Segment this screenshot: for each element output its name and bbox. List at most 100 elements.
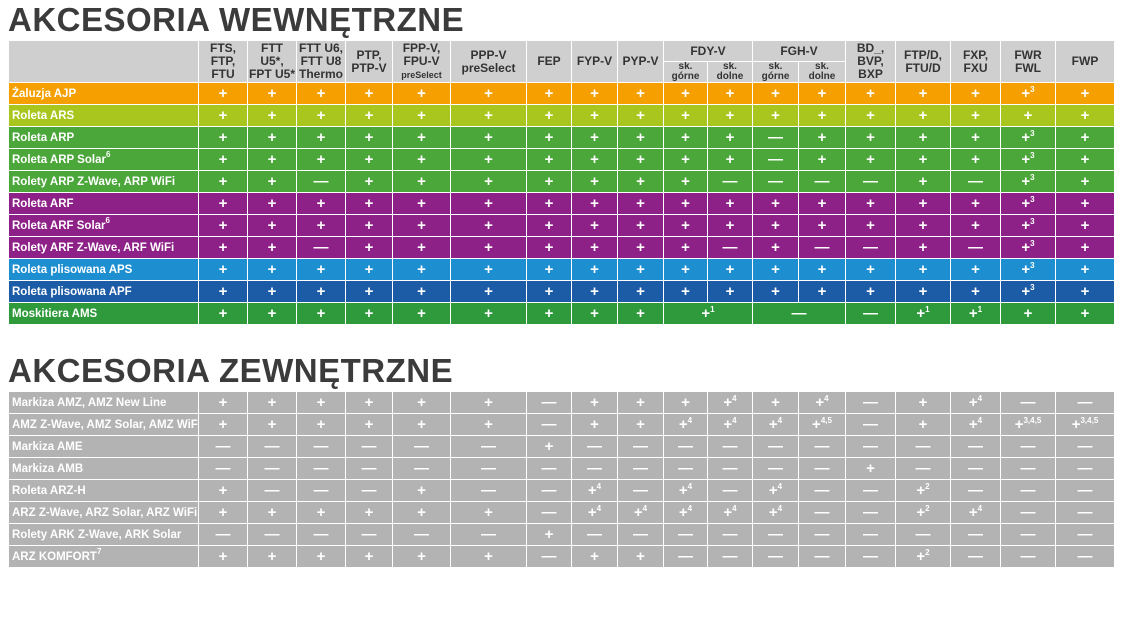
cell: + <box>950 192 1001 215</box>
cell: + <box>895 170 951 193</box>
cell: — <box>617 435 664 458</box>
header-line: FTS, <box>210 41 236 55</box>
cell: — <box>296 457 346 480</box>
superscript: 4 <box>596 482 602 491</box>
cell: + <box>198 391 248 414</box>
cell: + <box>450 302 527 325</box>
cell: — <box>707 170 753 193</box>
cell: + <box>296 501 346 524</box>
cell-text: Rolety ARF Z-Wave, ARF WiFi <box>12 241 175 254</box>
cell: + <box>1055 214 1115 237</box>
cell: + <box>1055 280 1115 303</box>
cell-text: Roleta ARP Solar <box>12 153 106 166</box>
header-line: FTT U8 <box>300 54 342 68</box>
cell-text: + <box>1021 195 1031 212</box>
cell: + <box>1055 302 1115 325</box>
cell: — <box>950 170 1001 193</box>
cell: — <box>798 435 846 458</box>
row-label: Rolety ARK Z-Wave, ARK Solar <box>8 523 199 546</box>
superscript: 3,4,5 <box>1080 416 1099 425</box>
cell: +3 <box>1000 258 1056 281</box>
header-group: FDY-V <box>663 40 753 62</box>
cell: + <box>798 126 846 149</box>
cell: +1 <box>663 302 753 325</box>
row-label: Roleta ARF Solar6 <box>8 214 199 237</box>
cell: +4 <box>752 501 799 524</box>
cell: — <box>798 545 846 568</box>
table-row: Markiza AMZ, AMZ New Line + + + + + + — + + + +4 + +4… <box>8 391 1115 414</box>
cell: +4 <box>950 413 1001 436</box>
cell: — <box>845 435 896 458</box>
cell-text: Roleta ARS <box>12 109 75 122</box>
header-line: górne <box>671 71 700 82</box>
cell-text: + <box>916 548 926 565</box>
cell: — <box>845 391 896 414</box>
cell: +3 <box>1000 214 1056 237</box>
cell: + <box>198 82 248 105</box>
cell: + <box>663 258 708 281</box>
section-title: AKCESORIA WEWNĘTRZNE <box>8 1 465 38</box>
cell: +4 <box>663 501 708 524</box>
table-row: Żaluzja AJP + + + + + + + + + + + + + + + + +3 + <box>8 82 1115 105</box>
cell: — <box>1055 391 1115 414</box>
table: Markiza AMZ, AMZ New Line + + + + + + — + + + +4 + +4… <box>8 391 1115 568</box>
cell: + <box>198 302 248 325</box>
cell: + <box>752 258 799 281</box>
cell: +4 <box>752 479 799 502</box>
cell: — <box>752 457 799 480</box>
cell: + <box>571 545 618 568</box>
cell: + <box>752 214 799 237</box>
cell: + <box>845 82 896 105</box>
cell: + <box>526 280 572 303</box>
cell: + <box>526 236 572 259</box>
cell: + <box>345 413 393 436</box>
row-label: AMZ Z-Wave, AMZ Solar, AMZ WiFi <box>8 413 199 436</box>
cell: + <box>950 258 1001 281</box>
cell: — <box>845 479 896 502</box>
superscript: 4 <box>596 504 602 513</box>
cell: + <box>296 214 346 237</box>
cell-text: + <box>768 504 778 521</box>
cell: — <box>345 457 393 480</box>
cell: +3 <box>1000 280 1056 303</box>
cell: — <box>1000 523 1056 546</box>
cell-text: + <box>678 416 688 433</box>
header-line: FTT <box>261 41 283 55</box>
row-label: ARZ KOMFORT7 <box>8 545 199 568</box>
row-label: Roleta ARP <box>8 126 199 149</box>
superscript: 4,5 <box>820 416 832 425</box>
cell: + <box>895 214 951 237</box>
cell: — <box>450 435 527 458</box>
header-line: sk. <box>815 61 829 72</box>
cell: + <box>198 501 248 524</box>
cell-text: ARZ KOMFORT <box>12 550 97 563</box>
cell: +4 <box>950 501 1001 524</box>
cell-text: + <box>968 305 978 322</box>
cell: +1 <box>895 302 951 325</box>
header-line: dolne <box>808 71 836 82</box>
cell: + <box>895 126 951 149</box>
cell: + <box>571 280 618 303</box>
cell: +4,5 <box>798 413 846 436</box>
cell: +4 <box>707 413 753 436</box>
table-row: Roleta plisowana APS + + + + + + + + + + + + + + + + +3 + <box>8 258 1115 281</box>
cell: + <box>450 280 527 303</box>
cell: — <box>1000 501 1056 524</box>
cell-text: + <box>768 482 778 499</box>
cell: + <box>617 391 664 414</box>
cell: + <box>617 545 664 568</box>
cell: + <box>392 501 451 524</box>
cell: + <box>198 545 248 568</box>
cell: + <box>707 104 753 127</box>
cell: — <box>950 523 1001 546</box>
cell: + <box>450 148 527 171</box>
cell: + <box>198 126 248 149</box>
cell: + <box>707 148 753 171</box>
cell: — <box>1000 479 1056 502</box>
cell: + <box>950 104 1001 127</box>
cell: + <box>450 82 527 105</box>
header-line: U5*, <box>260 54 284 68</box>
cell: + <box>752 236 799 259</box>
cell: + <box>392 148 451 171</box>
cell: + <box>198 104 248 127</box>
